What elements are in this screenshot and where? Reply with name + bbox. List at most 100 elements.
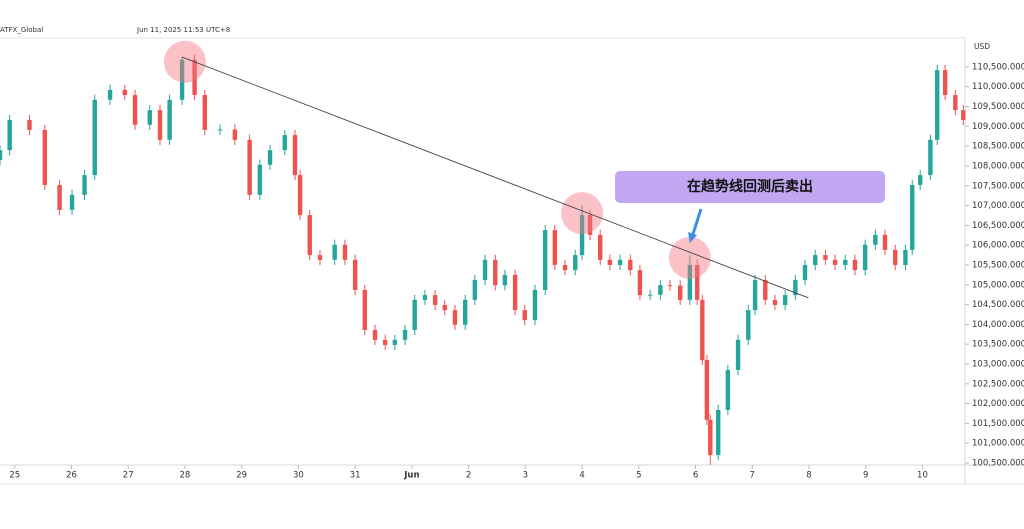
- highlight-circle: [561, 192, 604, 235]
- candle-body: [658, 285, 663, 295]
- candle: [752, 274, 758, 316]
- candle-body: [402, 329, 408, 340]
- candle-body: [472, 280, 478, 300]
- timestamp: Jun 11, 2025 11:53 UTC+8: [136, 26, 230, 34]
- candle-body: [772, 299, 778, 305]
- x-tick-label: 2: [466, 471, 471, 481]
- candle-body: [292, 135, 298, 176]
- candle-body: [917, 175, 923, 185]
- candle: [42, 124, 48, 191]
- candle-body: [69, 194, 75, 210]
- y-tick-label: 107,000.0000: [972, 201, 1024, 211]
- candle: [132, 89, 138, 130]
- candle: [232, 124, 238, 145]
- candle-body: [372, 329, 378, 340]
- candle: [617, 254, 623, 271]
- candle-body: [42, 129, 48, 185]
- candle: [716, 404, 721, 461]
- y-tick-label: 100,500.0000: [972, 459, 1024, 469]
- candle: [793, 274, 798, 301]
- x-tick-label: 8: [806, 471, 811, 481]
- candle-body: [132, 95, 138, 125]
- x-tick-label: 31: [350, 471, 361, 481]
- candle-body: [961, 110, 966, 121]
- candle: [667, 280, 673, 291]
- x-tick-label: 9: [863, 471, 868, 481]
- candle-body: [107, 89, 113, 100]
- candle: [772, 294, 778, 311]
- candle-body: [192, 59, 197, 96]
- candle: [704, 354, 710, 425]
- candle-body: [247, 139, 252, 195]
- candle-body: [637, 270, 643, 296]
- candle-body: [823, 255, 828, 260]
- candle-body: [843, 259, 848, 265]
- candle: [147, 104, 152, 130]
- candle: [843, 254, 848, 271]
- candle-body: [763, 280, 768, 300]
- candle: [472, 274, 478, 305]
- x-tick-label: 4: [579, 471, 584, 481]
- currency: USD: [974, 42, 990, 51]
- x-tick-label: 7: [750, 471, 755, 481]
- candle: [700, 294, 705, 366]
- candle-body: [167, 99, 172, 140]
- highlight-circle: [163, 40, 206, 83]
- y-tick-label: 102,500.0000: [972, 379, 1024, 389]
- candle-body: [882, 234, 888, 250]
- candle-body: [482, 259, 488, 281]
- trendline: [181, 56, 809, 299]
- candle-body: [862, 244, 868, 271]
- candle-body: [179, 59, 185, 100]
- x-tick-label: 27: [123, 471, 134, 481]
- candle: [82, 169, 87, 201]
- candle: [257, 159, 263, 201]
- candle-body: [332, 244, 337, 260]
- candle-body: [352, 259, 358, 290]
- candle: [882, 229, 888, 256]
- candle-body: [122, 89, 128, 96]
- candle: [813, 249, 818, 271]
- candle: [678, 280, 683, 305]
- candle-body: [92, 99, 97, 176]
- candle: [179, 57, 185, 105]
- candle: [157, 104, 163, 145]
- candle-body: [422, 295, 428, 300]
- candle: [658, 280, 663, 300]
- candle-body: [716, 409, 721, 456]
- candle: [342, 239, 348, 265]
- x-tick-label: 6: [693, 471, 698, 481]
- candle: [708, 414, 713, 465]
- candle: [292, 129, 298, 181]
- candle: [27, 114, 32, 136]
- candle-body: [579, 215, 585, 256]
- candle-body: [852, 259, 858, 271]
- candle: [352, 254, 358, 296]
- candle-body: [793, 280, 798, 296]
- candle: [247, 134, 252, 201]
- y-tick-label: 103,000.0000: [972, 359, 1024, 369]
- candle: [928, 134, 933, 181]
- candle-body: [432, 295, 438, 305]
- candle-body: [383, 339, 388, 345]
- candle-body: [532, 289, 538, 321]
- candle: [873, 229, 878, 250]
- y-tick-label: 107,500.0000: [972, 181, 1024, 191]
- y-tick-label: 106,500.0000: [972, 221, 1024, 231]
- candle: [57, 179, 62, 216]
- candle: [493, 254, 498, 291]
- candle: [297, 169, 303, 221]
- highlight-circle: [668, 236, 711, 279]
- candle: [482, 254, 488, 286]
- candle-body: [942, 70, 948, 96]
- y-tick-label: 102,000.0000: [972, 399, 1024, 409]
- candle: [935, 64, 940, 145]
- candle: [307, 209, 312, 261]
- candle: [107, 84, 113, 105]
- annotation-arrow: [691, 208, 703, 235]
- candle: [910, 179, 915, 256]
- y-tick-label: 106,000.0000: [972, 241, 1024, 251]
- candle-body: [704, 360, 710, 420]
- candle-body: [617, 259, 623, 265]
- candle: [282, 129, 287, 156]
